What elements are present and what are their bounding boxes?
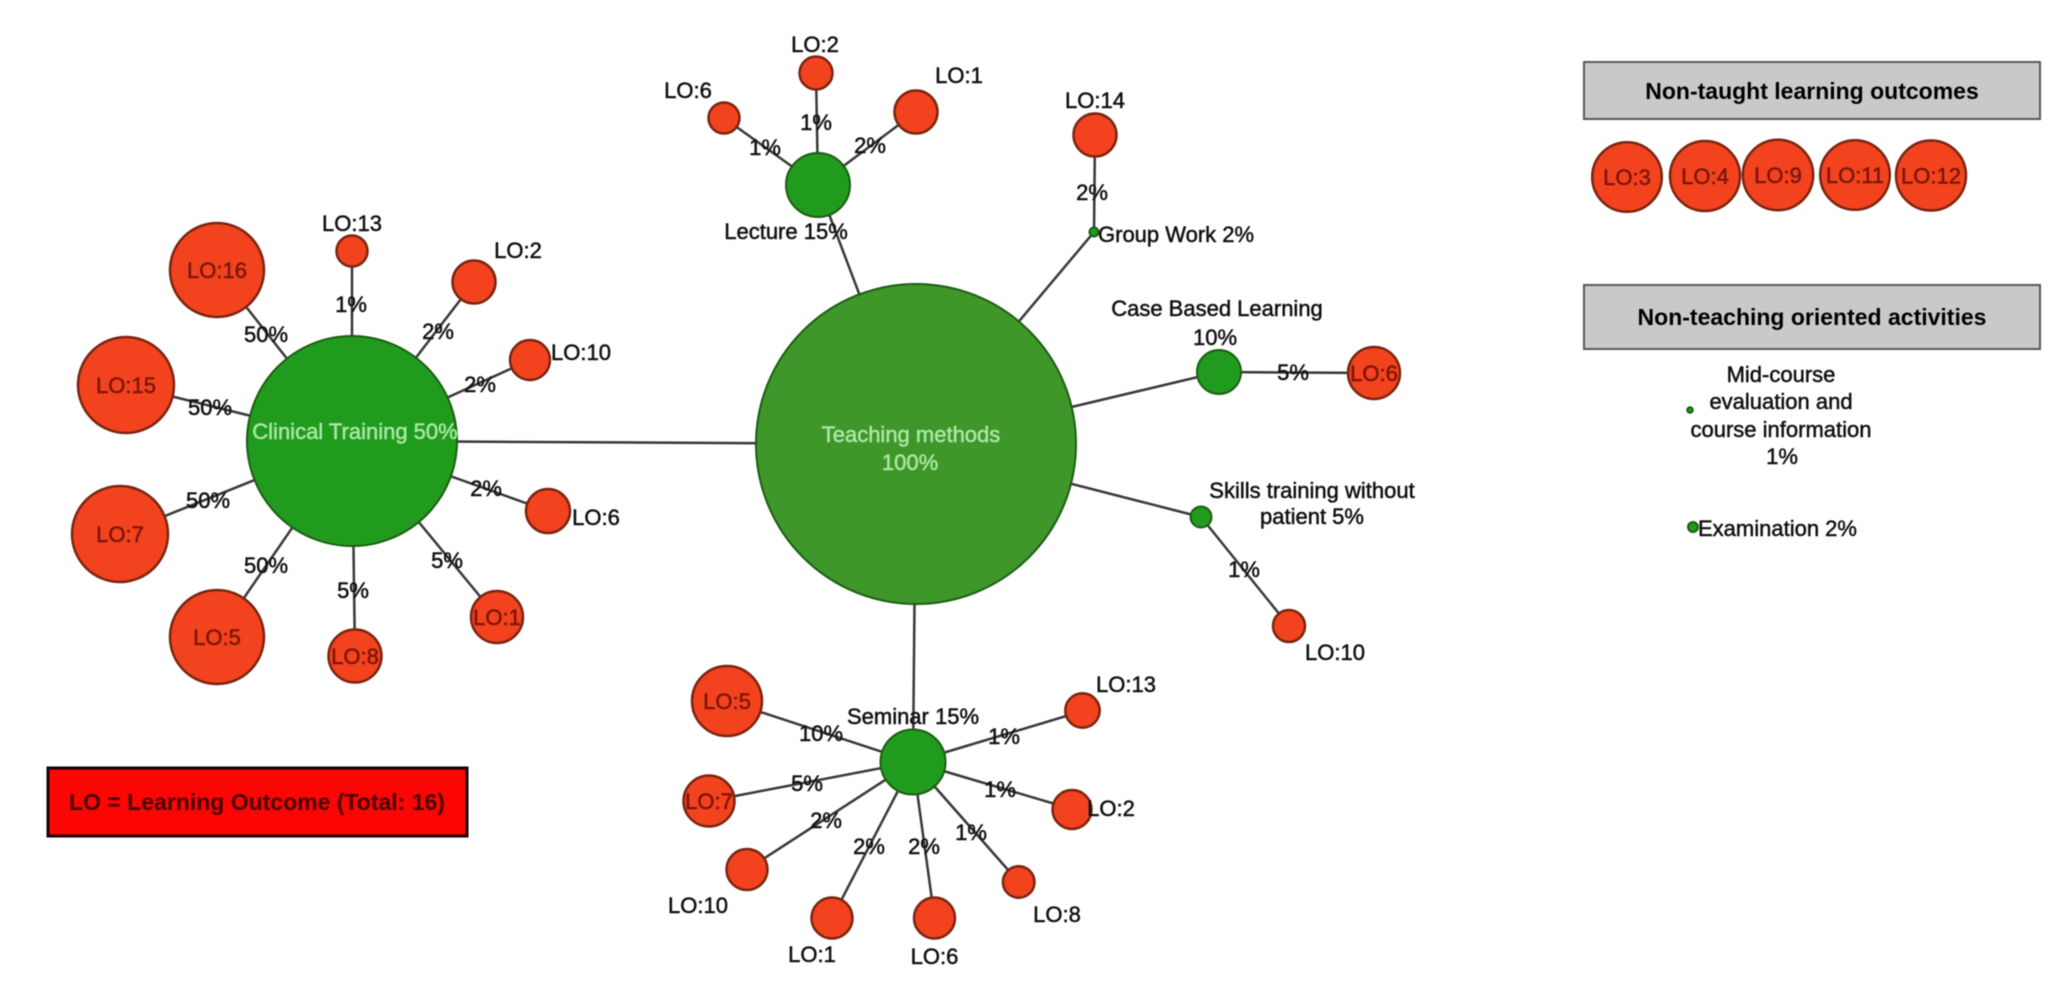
svg-text:Skills training without: Skills training without [1209, 478, 1414, 503]
svg-text:LO:6: LO:6 [664, 78, 712, 103]
svg-text:2%: 2% [853, 834, 885, 859]
svg-text:LO:4: LO:4 [1681, 164, 1729, 189]
svg-text:1%: 1% [749, 135, 781, 160]
svg-text:Lecture 15%: Lecture 15% [724, 219, 848, 244]
svg-text:2%: 2% [422, 319, 454, 344]
svg-text:course information: course information [1691, 417, 1872, 442]
svg-text:1%: 1% [1228, 557, 1260, 582]
svg-text:5%: 5% [431, 548, 463, 573]
svg-text:Teaching methods: Teaching methods [822, 422, 1001, 447]
svg-text:LO:15: LO:15 [96, 373, 156, 398]
svg-text:LO:7: LO:7 [96, 522, 144, 547]
svg-text:LO:6: LO:6 [911, 944, 959, 969]
svg-text:LO:2: LO:2 [1087, 796, 1135, 821]
svg-text:2%: 2% [464, 372, 496, 397]
svg-text:evaluation and: evaluation and [1709, 389, 1852, 414]
svg-text:10%: 10% [799, 721, 843, 746]
svg-text:LO:5: LO:5 [193, 625, 241, 650]
svg-text:Mid-course: Mid-course [1727, 362, 1836, 387]
svg-text:LO:8: LO:8 [1033, 902, 1081, 927]
svg-text:LO:1: LO:1 [473, 605, 521, 630]
svg-text:LO:1: LO:1 [935, 63, 983, 88]
svg-text:LO:6: LO:6 [1350, 361, 1398, 386]
svg-text:50%: 50% [186, 488, 230, 513]
svg-text:LO = Learning Outcome (Total:: LO = Learning Outcome (Total: 16) [69, 789, 445, 815]
svg-text:5%: 5% [1277, 360, 1309, 385]
svg-text:LO:10: LO:10 [551, 340, 611, 365]
svg-text:2%: 2% [854, 133, 886, 158]
svg-text:5%: 5% [791, 771, 823, 796]
svg-text:LO:11: LO:11 [1826, 163, 1884, 188]
svg-text:patient 5%: patient 5% [1260, 504, 1364, 529]
svg-text:LO:16: LO:16 [187, 258, 247, 283]
svg-text:LO:13: LO:13 [1096, 672, 1156, 697]
svg-text:LO:12: LO:12 [1901, 164, 1961, 189]
svg-text:LO:6: LO:6 [572, 505, 620, 530]
svg-text:1%: 1% [335, 292, 367, 317]
svg-text:2%: 2% [908, 834, 940, 859]
svg-text:1%: 1% [1766, 444, 1798, 469]
svg-text:2%: 2% [1076, 180, 1108, 205]
svg-text:Examination 2%: Examination 2% [1698, 516, 1857, 541]
svg-text:Group Work 2%: Group Work 2% [1098, 222, 1254, 247]
svg-text:2%: 2% [810, 808, 842, 833]
svg-text:10%: 10% [1193, 325, 1237, 350]
svg-text:LO:14: LO:14 [1065, 88, 1125, 113]
svg-text:LO:2: LO:2 [494, 238, 542, 263]
svg-text:LO:2: LO:2 [791, 32, 839, 57]
svg-text:LO:9: LO:9 [1754, 163, 1802, 188]
svg-text:LO:3: LO:3 [1603, 165, 1651, 190]
svg-text:Non-taught learning outcomes: Non-taught learning outcomes [1645, 78, 1979, 104]
svg-text:LO:1: LO:1 [788, 942, 836, 967]
svg-text:50%: 50% [244, 322, 288, 347]
svg-text:50%: 50% [188, 395, 232, 420]
svg-text:LO:10: LO:10 [668, 893, 728, 918]
svg-text:LO:5: LO:5 [703, 689, 751, 714]
svg-text:1%: 1% [800, 110, 832, 135]
svg-text:LO:10: LO:10 [1305, 640, 1365, 665]
svg-text:50%: 50% [244, 553, 288, 578]
svg-text:1%: 1% [984, 777, 1016, 802]
svg-text:LO:7: LO:7 [685, 789, 733, 814]
svg-text:2%: 2% [470, 476, 502, 501]
svg-text:Case Based Learning: Case Based Learning [1111, 296, 1323, 321]
svg-text:100%: 100% [882, 450, 938, 475]
svg-text:Clinical Training 50%: Clinical Training 50% [252, 419, 457, 444]
svg-text:1%: 1% [988, 724, 1020, 749]
svg-text:1%: 1% [955, 820, 987, 845]
svg-text:LO:13: LO:13 [322, 211, 382, 236]
svg-text:Non-teaching oriented activiti: Non-teaching oriented activities [1638, 304, 1987, 330]
svg-text:Seminar 15%: Seminar 15% [847, 704, 979, 729]
svg-text:LO:8: LO:8 [331, 644, 379, 669]
svg-text:5%: 5% [337, 578, 369, 603]
